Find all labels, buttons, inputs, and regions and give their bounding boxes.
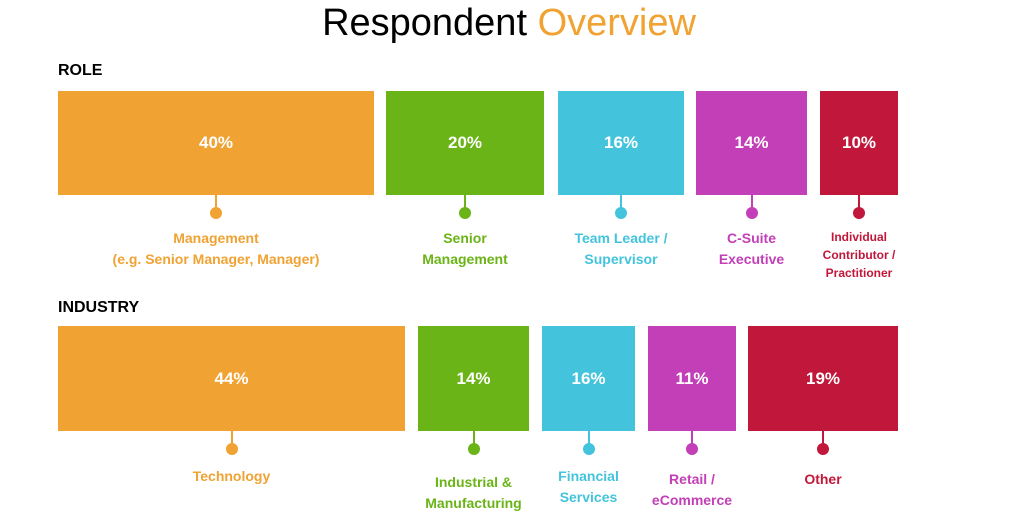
role-bar-value-2: 20%: [447, 133, 483, 152]
role-bar-value-4: 14%: [734, 133, 769, 152]
role-connector-dot-3: [615, 207, 627, 219]
industry-category-label-1: Technology: [192, 468, 271, 484]
industry-bar-value-2: 14%: [456, 368, 491, 388]
industry-bar-5: 19%: [748, 326, 898, 431]
industry-connector-dot-4: [686, 443, 698, 455]
role-connector-line-3: [620, 195, 622, 209]
industry-category-label-2: Industrial & Manufacturing: [425, 474, 522, 511]
industry-connector-dot-5: [817, 443, 829, 455]
industry-category-label-5: Other: [804, 471, 842, 487]
role-connector-line-2: [464, 195, 466, 209]
role-connector-line-5: [858, 195, 860, 209]
role-connector-dot-2: [459, 207, 471, 219]
role-category-label-2: Senior Management: [422, 230, 508, 267]
role-category-label-3: Team Leader / Supervisor: [574, 230, 668, 267]
industry-connector-line-1: [230, 431, 233, 445]
industry-bar-2: 14%: [418, 326, 529, 431]
industry-section-label: INDUSTRY: [58, 299, 140, 316]
role-category-label-4: C-Suite Executive: [718, 230, 785, 267]
role-connector-dot-1: [210, 207, 222, 219]
industry-connector-dot-2: [467, 443, 480, 455]
role-bar-2: 20%: [386, 91, 544, 195]
industry-connector-dot-1: [225, 443, 238, 455]
role-bar-value-3: 16%: [603, 133, 639, 152]
role-bar-3: 16%: [558, 91, 684, 195]
industry-category-label-4: Retail / eCommerce: [651, 471, 733, 508]
role-connector-line-4: [750, 195, 753, 209]
role-bar-5: 10%: [820, 91, 898, 195]
role-section-label: ROLE: [58, 62, 103, 79]
page-title: Respondent Overview: [0, 0, 1018, 46]
industry-bar-value-4: 11%: [675, 368, 709, 388]
role-bar-1: 40%: [58, 91, 374, 195]
role-category-label-1: Management (e.g. Senior Manager, Manager…: [112, 230, 320, 267]
industry-bar-value-1: 44%: [214, 368, 249, 388]
industry-bar-4: 11%: [648, 326, 736, 431]
role-connector-dot-5: [853, 207, 865, 219]
role-bar-value-1: 40%: [198, 133, 234, 152]
title-accent: Overview: [537, 2, 696, 44]
industry-connector-line-3: [587, 431, 590, 445]
role-bar-value-5: 10%: [841, 133, 877, 152]
industry-connector-line-4: [691, 431, 693, 445]
title-main: Respondent: [322, 2, 527, 44]
role-bar-4: 14%: [696, 91, 807, 195]
industry-bar-value-5: 19%: [805, 368, 841, 388]
role-category-label-5: Individual Contributor / Practitioner: [822, 230, 896, 280]
industry-connector-dot-3: [582, 443, 595, 455]
industry-bar-3: 16%: [542, 326, 635, 431]
industry-connector-line-2: [472, 431, 475, 445]
role-connector-line-1: [215, 195, 217, 209]
role-connector-dot-4: [745, 207, 758, 219]
industry-bar-value-3: 16%: [571, 368, 606, 388]
industry-category-label-3: Financial Services: [558, 468, 619, 505]
industry-connector-line-5: [822, 431, 824, 445]
industry-bar-1: 44%: [58, 326, 405, 431]
